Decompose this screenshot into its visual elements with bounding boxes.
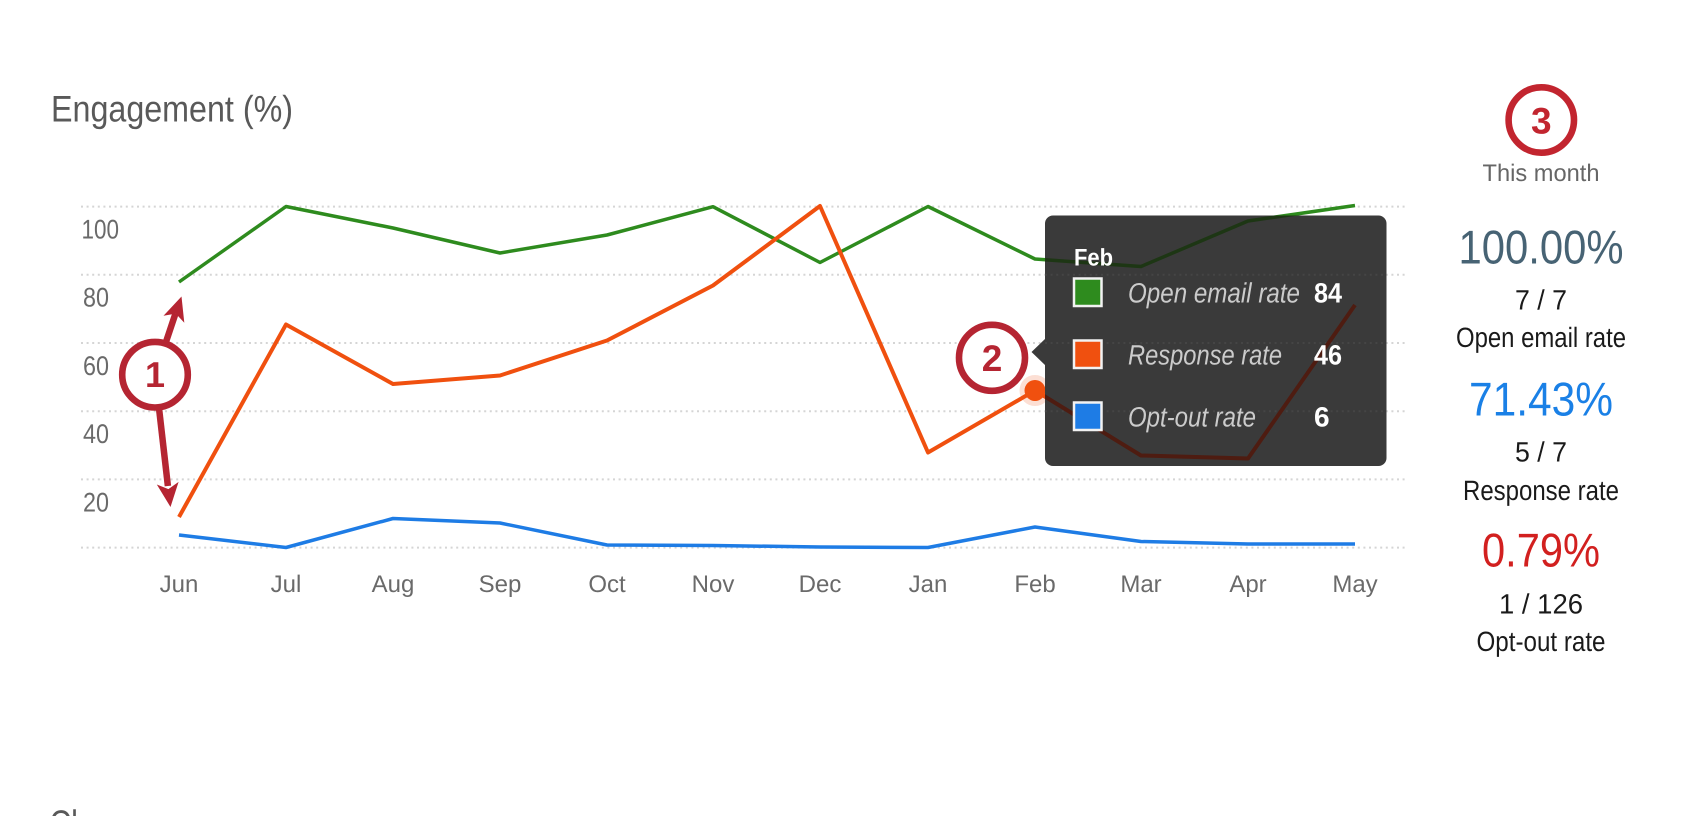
svg-text:71.43%: 71.43% <box>1469 374 1613 427</box>
svg-text:1: 1 <box>145 354 165 395</box>
svg-text:Opt-out rate: Opt-out rate <box>1128 402 1256 433</box>
svg-text:Jan: Jan <box>909 571 948 598</box>
svg-text:Jul: Jul <box>271 571 302 598</box>
svg-text:This month: This month <box>1483 160 1600 187</box>
svg-text:60: 60 <box>83 351 109 381</box>
svg-text:5 / 7: 5 / 7 <box>1515 436 1567 467</box>
svg-text:Sep: Sep <box>479 571 522 598</box>
svg-text:100.00%: 100.00% <box>1459 222 1624 275</box>
svg-text:Nov: Nov <box>692 571 735 598</box>
svg-text:20: 20 <box>83 487 109 517</box>
svg-text:Opt-out rate: Opt-out rate <box>1477 626 1606 657</box>
svg-text:Open email rate: Open email rate <box>1456 322 1626 353</box>
svg-text:Response rate: Response rate <box>1463 475 1619 506</box>
svg-text:Response rate: Response rate <box>1128 340 1282 371</box>
svg-text:Oct: Oct <box>588 571 626 598</box>
svg-text:Engagement (%): Engagement (%) <box>51 89 293 130</box>
svg-text:6: 6 <box>1314 402 1330 433</box>
svg-text:40: 40 <box>83 419 109 449</box>
svg-text:0.79%: 0.79% <box>1482 525 1600 578</box>
svg-text:Jun: Jun <box>160 571 199 598</box>
svg-text:7 / 7: 7 / 7 <box>1515 285 1567 316</box>
svg-text:May: May <box>1332 571 1377 598</box>
svg-text:Open email rate: Open email rate <box>1128 278 1300 309</box>
svg-text:Mar: Mar <box>1120 571 1161 598</box>
svg-text:Dec: Dec <box>799 571 842 598</box>
svg-text:Aug: Aug <box>372 571 415 598</box>
svg-text:84: 84 <box>1314 278 1342 309</box>
svg-text:Apr: Apr <box>1229 571 1266 598</box>
svg-text:Changes: Changes <box>50 803 170 816</box>
svg-text:1 / 126: 1 / 126 <box>1499 588 1583 619</box>
svg-text:80: 80 <box>83 283 109 313</box>
svg-text:100: 100 <box>82 215 120 245</box>
svg-text:Feb: Feb <box>1074 245 1113 272</box>
svg-text:46: 46 <box>1314 340 1342 371</box>
svg-text:3: 3 <box>1531 101 1552 142</box>
svg-text:2: 2 <box>982 338 1003 379</box>
svg-text:Feb: Feb <box>1014 571 1055 598</box>
